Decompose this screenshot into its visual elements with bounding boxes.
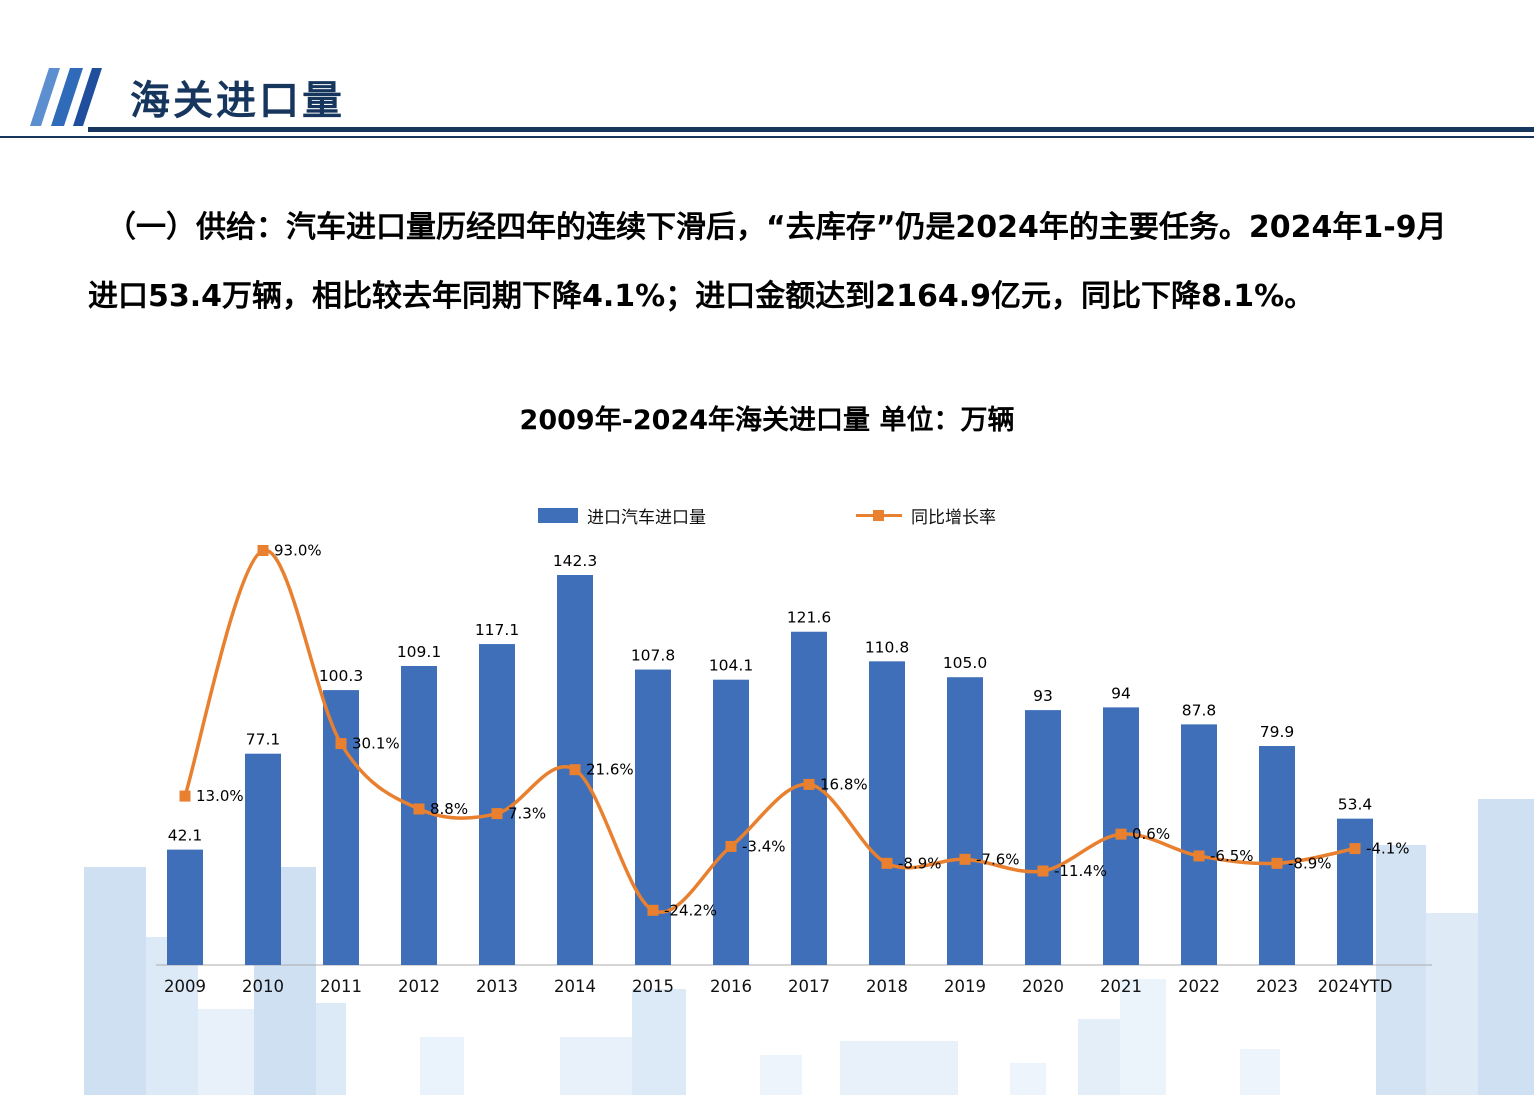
svg-text:77.1: 77.1 [246, 731, 281, 749]
bar-series-swatch [538, 508, 578, 523]
page-title: 海关进口量 [130, 78, 345, 124]
svg-text:21.6%: 21.6% [586, 761, 634, 779]
chart-title: 2009年-2024年海关进口量 单位：万辆 [519, 405, 1015, 436]
legend-item-growth-rate: 同比增长率 [856, 503, 996, 528]
header-divider-thin [0, 136, 1534, 138]
svg-text:-11.4%: -11.4% [1054, 862, 1107, 880]
decorative-skyline-block [1240, 1049, 1280, 1095]
svg-text:105.0: 105.0 [943, 654, 987, 672]
decorative-skyline-block [316, 1003, 346, 1095]
decorative-skyline-block [1078, 1019, 1120, 1095]
svg-text:-7.6%: -7.6% [976, 850, 1020, 868]
svg-text:142.3: 142.3 [553, 552, 597, 570]
legend-label-import-volume: 进口汽车进口量 [587, 508, 706, 528]
svg-text:2009: 2009 [164, 977, 206, 996]
decorative-skyline-block [840, 1041, 958, 1095]
svg-text:53.4: 53.4 [1338, 796, 1373, 814]
svg-text:93.0%: 93.0% [274, 541, 322, 559]
decorative-skyline-block [632, 989, 686, 1095]
svg-text:2020: 2020 [1022, 977, 1064, 996]
decorative-skyline-block [1010, 1063, 1046, 1095]
decorative-skyline-block [198, 1009, 254, 1095]
decorative-skyline-block [760, 1055, 802, 1095]
svg-text:16.8%: 16.8% [820, 775, 868, 793]
svg-text:2016: 2016 [710, 977, 752, 996]
legend-label-growth-rate: 同比增长率 [911, 508, 996, 528]
chart-legend: 进口汽车进口量 同比增长率 [0, 503, 1534, 528]
svg-text:2015: 2015 [632, 977, 674, 996]
svg-text:-4.1%: -4.1% [1366, 840, 1410, 858]
svg-text:79.9: 79.9 [1260, 723, 1295, 741]
svg-text:2019: 2019 [944, 977, 986, 996]
decorative-skyline-block [84, 867, 146, 1095]
svg-text:-8.9%: -8.9% [1288, 854, 1332, 872]
svg-text:94: 94 [1111, 684, 1131, 702]
svg-text:2017: 2017 [788, 977, 830, 996]
decorative-skyline-block [1376, 845, 1426, 1095]
svg-text:-3.4%: -3.4% [742, 837, 786, 855]
svg-text:117.1: 117.1 [475, 621, 519, 639]
svg-text:2010: 2010 [242, 977, 284, 996]
svg-text:2022: 2022 [1178, 977, 1220, 996]
body-paragraph: （一）供给：汽车进口量历经四年的连续下滑后，“去库存”仍是2024年的主要任务。… [88, 210, 1447, 314]
svg-text:2023: 2023 [1256, 977, 1298, 996]
svg-text:2018: 2018 [866, 977, 908, 996]
decorative-skyline-block [420, 1037, 464, 1095]
svg-text:2011: 2011 [320, 977, 362, 996]
svg-text:8.8%: 8.8% [430, 800, 468, 818]
line-series-swatch [856, 508, 902, 523]
svg-text:-6.5%: -6.5% [1210, 847, 1254, 865]
svg-text:93: 93 [1033, 687, 1053, 705]
decorative-skyline-block [560, 1037, 632, 1095]
svg-text:107.8: 107.8 [631, 647, 675, 665]
svg-text:0.6%: 0.6% [1132, 825, 1170, 843]
decorative-skyline-block [1478, 799, 1534, 1095]
svg-text:109.1: 109.1 [397, 643, 441, 661]
header: 海关进口量 [30, 68, 345, 126]
legend-item-import-volume: 进口汽车进口量 [538, 503, 706, 528]
svg-text:87.8: 87.8 [1182, 701, 1217, 719]
line-swatch-square [873, 510, 884, 521]
svg-text:7.3%: 7.3% [508, 805, 546, 823]
svg-text:2014: 2014 [554, 977, 596, 996]
header-divider-thick [88, 127, 1534, 132]
svg-text:100.3: 100.3 [319, 667, 363, 685]
svg-text:42.1: 42.1 [168, 827, 203, 845]
logo-slashes-icon [30, 68, 102, 126]
svg-text:13.0%: 13.0% [196, 787, 244, 805]
svg-text:121.6: 121.6 [787, 609, 831, 627]
svg-text:2024YTD: 2024YTD [1318, 977, 1393, 996]
svg-text:104.1: 104.1 [709, 657, 753, 675]
import-volume-chart-svg: 2009 2010 2011 2012 2013 2014 2015 2016 2017 2018… [156, 541, 1432, 996]
svg-text:2012: 2012 [398, 977, 440, 996]
decorative-skyline-block [1120, 979, 1166, 1095]
decorative-skyline-block [1426, 913, 1478, 1095]
import-volume-chart: 2009 2010 2011 2012 2013 2014 2015 2016 2017 2018… [140, 535, 1440, 1005]
svg-text:2013: 2013 [476, 977, 518, 996]
svg-text:-8.9%: -8.9% [898, 854, 942, 872]
svg-text:110.8: 110.8 [865, 638, 909, 656]
svg-text:-24.2%: -24.2% [664, 901, 717, 919]
svg-text:2021: 2021 [1100, 977, 1142, 996]
svg-text:30.1%: 30.1% [352, 735, 400, 753]
